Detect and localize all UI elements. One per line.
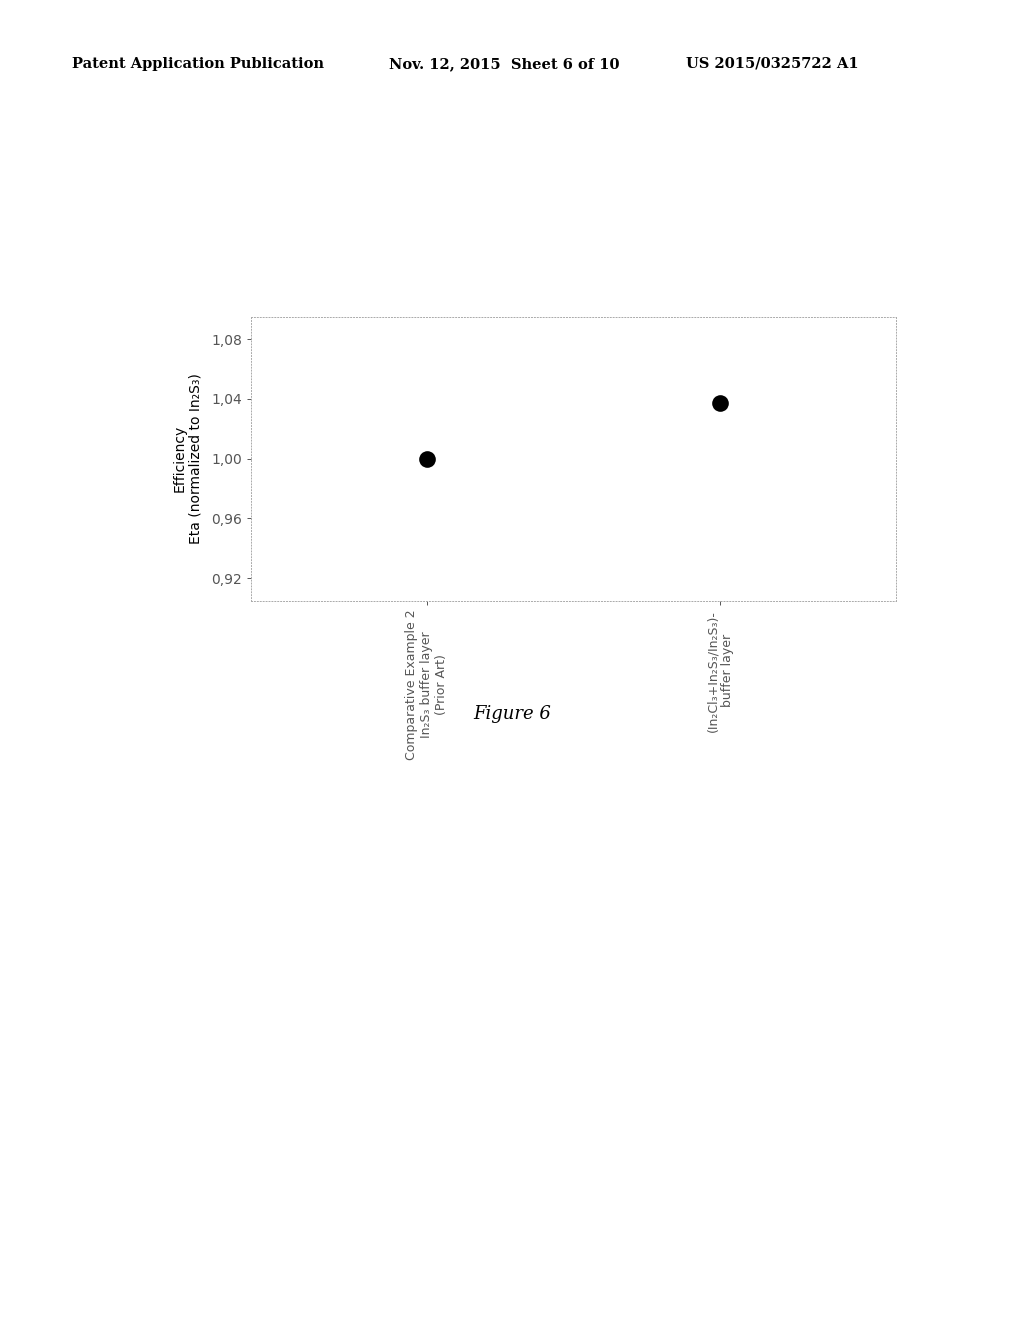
Text: US 2015/0325722 A1: US 2015/0325722 A1 [686, 57, 859, 71]
Text: Figure 6: Figure 6 [473, 705, 551, 723]
Point [712, 393, 728, 414]
Text: Patent Application Publication: Patent Application Publication [72, 57, 324, 71]
Text: Nov. 12, 2015  Sheet 6 of 10: Nov. 12, 2015 Sheet 6 of 10 [389, 57, 620, 71]
Y-axis label: Efficiency
Eta (normalized to In₂S₃): Efficiency Eta (normalized to In₂S₃) [172, 374, 203, 544]
Point [419, 449, 435, 470]
